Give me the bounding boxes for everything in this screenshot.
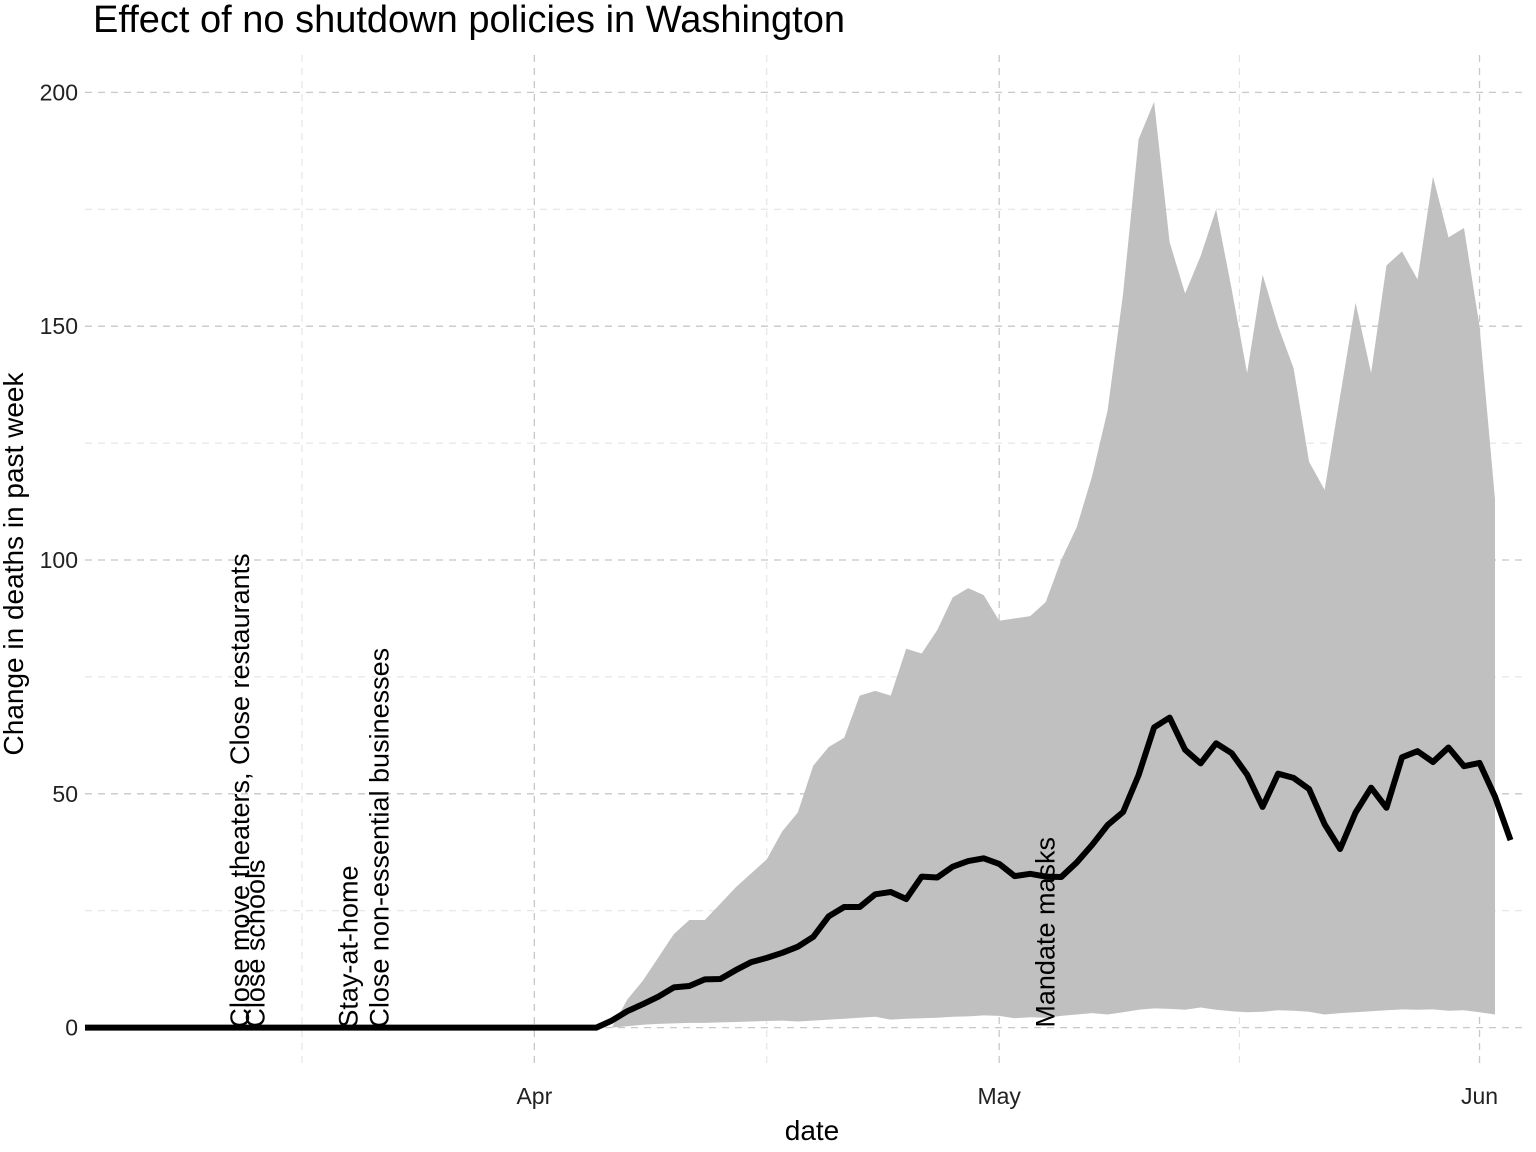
mean-line-layer bbox=[85, 714, 1514, 1031]
y-tick-label: 0 bbox=[65, 1015, 78, 1041]
y-tick-label: 100 bbox=[40, 547, 78, 573]
y-tick-label: 150 bbox=[40, 313, 78, 339]
x-tick-label: Apr bbox=[516, 1083, 552, 1109]
confidence-ribbon-layer bbox=[611, 101, 1495, 1028]
x-axis-title: date bbox=[785, 1115, 840, 1146]
policy-annotation: Close non-essential businesses bbox=[364, 648, 394, 1028]
policy-annotation: Close schools bbox=[240, 860, 270, 1028]
x-tick-label: May bbox=[977, 1083, 1021, 1109]
policy-annotation: Close move theaters, Close restaurants bbox=[225, 553, 255, 1027]
policy-annotation: Stay-at-home bbox=[333, 866, 363, 1028]
policy-annotation: Mandate masks bbox=[1031, 837, 1061, 1028]
y-tick-labels: 0 50 100 150 200 bbox=[40, 79, 78, 1040]
y-axis-title: Change in deaths in past week bbox=[0, 372, 29, 756]
y-tick-label: 50 bbox=[52, 781, 78, 807]
chart-title: Effect of no shutdown policies in Washin… bbox=[93, 0, 846, 41]
x-tick-label: Jun bbox=[1461, 1083, 1498, 1109]
mean-line bbox=[85, 714, 1514, 1031]
policy-annotations: Close move theaters, Close restaurantsCl… bbox=[225, 553, 1061, 1027]
x-tick-labels: Apr May Jun bbox=[516, 1083, 1498, 1109]
confidence-ribbon bbox=[611, 101, 1495, 1028]
y-tick-label: 200 bbox=[40, 79, 78, 105]
